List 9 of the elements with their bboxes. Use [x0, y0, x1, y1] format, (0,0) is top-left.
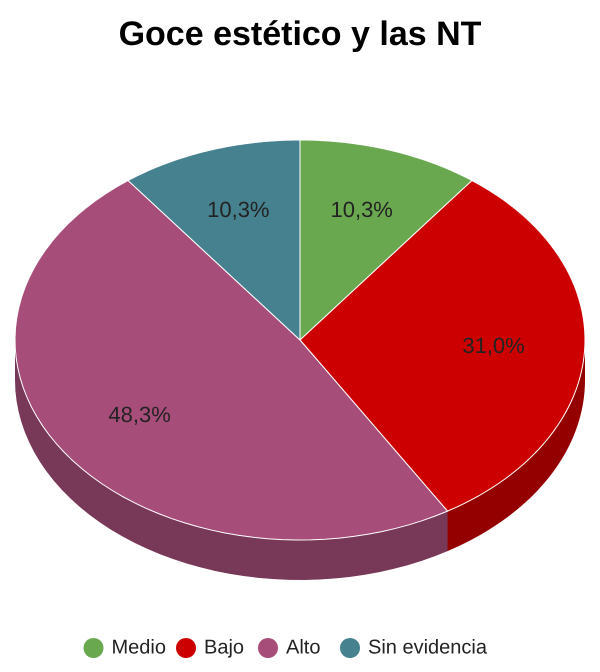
- legend-label: Bajo: [204, 636, 244, 658]
- legend-label: Alto: [286, 636, 320, 658]
- legend-label: Sin evidencia: [368, 636, 488, 658]
- data-label: 31,0%: [462, 332, 525, 358]
- chart-title: Goce estético y las NT: [118, 15, 482, 53]
- data-label: 10,3%: [330, 196, 393, 222]
- data-label: 10,3%: [207, 196, 270, 222]
- data-label: 48,3%: [108, 402, 171, 428]
- legend-label: Medio: [112, 636, 166, 658]
